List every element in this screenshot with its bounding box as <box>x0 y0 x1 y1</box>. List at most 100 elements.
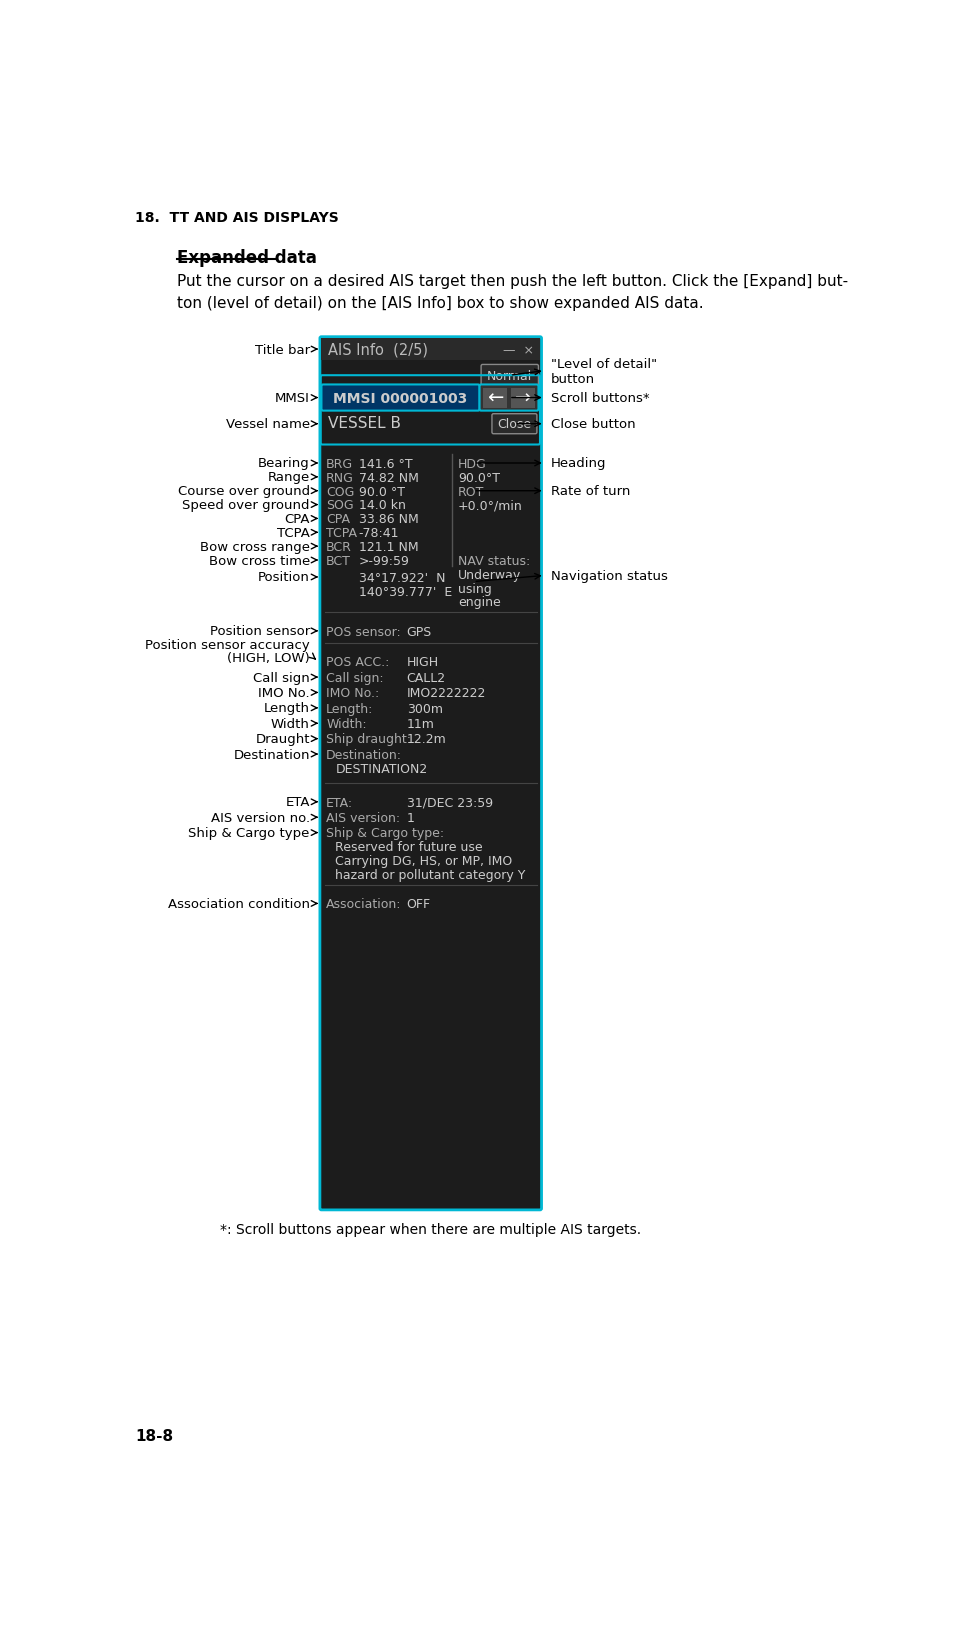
Text: COG: COG <box>326 485 355 498</box>
Text: Close button: Close button <box>551 418 636 431</box>
Text: Heading: Heading <box>551 457 607 470</box>
Text: 34°17.922'  N: 34°17.922' N <box>359 572 445 585</box>
Text: ETA: ETA <box>286 797 310 808</box>
Text: Put the cursor on a desired AIS target then push the left button. Click the [Exp: Put the cursor on a desired AIS target t… <box>177 274 849 311</box>
Text: RNG: RNG <box>326 472 354 485</box>
Text: IMO No.:: IMO No.: <box>326 687 379 700</box>
Text: Width:: Width: <box>326 718 366 731</box>
Text: —  ×: — × <box>503 343 534 356</box>
Text: Length: Length <box>263 701 310 715</box>
Text: MMSI: MMSI <box>275 392 310 405</box>
Text: 12.2m: 12.2m <box>406 733 446 746</box>
Text: Length:: Length: <box>326 701 373 715</box>
Text: Carrying DG, HS, or MP, IMO: Carrying DG, HS, or MP, IMO <box>335 854 512 867</box>
Text: AIS version no.: AIS version no. <box>211 811 310 824</box>
Text: >-99:59: >-99:59 <box>359 554 409 567</box>
Text: Call sign: Call sign <box>253 670 310 683</box>
Text: using: using <box>458 582 492 595</box>
Text: BCR: BCR <box>326 541 352 554</box>
FancyBboxPatch shape <box>510 388 536 408</box>
Text: 18.  TT AND AIS DISPLAYS: 18. TT AND AIS DISPLAYS <box>135 210 339 225</box>
Text: Destination:: Destination: <box>326 749 402 762</box>
Text: 74.82 NM: 74.82 NM <box>359 472 419 485</box>
Text: TCPA: TCPA <box>326 526 357 539</box>
Text: ETA:: ETA: <box>326 797 353 810</box>
Text: Association:: Association: <box>326 898 401 911</box>
Text: -78:41: -78:41 <box>359 526 399 539</box>
FancyBboxPatch shape <box>481 365 538 387</box>
Text: POS sensor:: POS sensor: <box>326 626 400 638</box>
Text: CPA: CPA <box>326 513 350 526</box>
Text: 31/DEC 23:59: 31/DEC 23:59 <box>406 797 493 810</box>
Text: POS ACC.:: POS ACC.: <box>326 656 390 669</box>
Text: MMSI 000001003: MMSI 000001003 <box>333 392 468 405</box>
Text: ROT: ROT <box>458 485 484 498</box>
Text: IMO2222222: IMO2222222 <box>406 687 486 700</box>
Text: GPS: GPS <box>406 626 432 638</box>
Text: Expanded data: Expanded data <box>177 249 317 267</box>
Text: TCPA: TCPA <box>277 526 310 539</box>
Text: *: Scroll buttons appear when there are multiple AIS targets.: *: Scroll buttons appear when there are … <box>221 1223 642 1236</box>
Text: VESSEL B: VESSEL B <box>328 416 400 431</box>
Text: Destination: Destination <box>233 747 310 760</box>
Text: Position sensor: Position sensor <box>210 624 310 638</box>
Text: Reserved for future use: Reserved for future use <box>335 841 483 854</box>
Text: AIS Info  (2/5): AIS Info (2/5) <box>328 343 428 357</box>
Text: IMO No.: IMO No. <box>259 687 310 700</box>
Text: (HIGH, LOW): (HIGH, LOW) <box>227 651 310 664</box>
Text: Range: Range <box>267 470 310 484</box>
Text: 18-8: 18-8 <box>135 1428 174 1444</box>
FancyBboxPatch shape <box>320 338 541 1210</box>
Text: DESTINATION2: DESTINATION2 <box>335 762 428 775</box>
Text: engine: engine <box>458 597 501 610</box>
Text: "Level of detail"
button: "Level of detail" button <box>551 357 657 385</box>
FancyBboxPatch shape <box>483 388 507 408</box>
Text: Ship & Cargo type:: Ship & Cargo type: <box>326 828 444 839</box>
Text: 90.0 °T: 90.0 °T <box>359 485 404 498</box>
Text: AIS version:: AIS version: <box>326 811 400 824</box>
Text: Position: Position <box>258 570 310 583</box>
Text: Draught: Draught <box>256 733 310 746</box>
Text: BRG: BRG <box>326 457 353 470</box>
Text: Bow cross range: Bow cross range <box>200 541 310 554</box>
FancyBboxPatch shape <box>479 385 538 411</box>
Text: Speed over ground: Speed over ground <box>183 498 310 511</box>
Text: OFF: OFF <box>406 898 431 911</box>
Text: Bow cross time: Bow cross time <box>209 554 310 567</box>
Text: CALL2: CALL2 <box>406 672 446 685</box>
Text: 1: 1 <box>406 811 415 824</box>
Text: Vessel name: Vessel name <box>226 418 310 431</box>
Text: Association condition: Association condition <box>168 898 310 910</box>
Text: Underway: Underway <box>458 569 521 582</box>
Text: Bearing: Bearing <box>259 457 310 470</box>
Text: +0.0°/min: +0.0°/min <box>458 500 523 511</box>
Text: Scroll buttons*: Scroll buttons* <box>551 392 649 405</box>
Text: Position sensor accuracy: Position sensor accuracy <box>145 639 310 652</box>
Text: 300m: 300m <box>406 701 442 715</box>
Text: NAV status:: NAV status: <box>458 554 530 567</box>
Text: 90.0°T: 90.0°T <box>458 472 500 485</box>
Text: 140°39.777'  E: 140°39.777' E <box>359 585 452 598</box>
Text: Ship draught:: Ship draught: <box>326 733 411 746</box>
Text: CPA: CPA <box>285 513 310 526</box>
Text: HDG: HDG <box>458 457 487 470</box>
Text: hazard or pollutant category Y: hazard or pollutant category Y <box>335 869 526 882</box>
Text: HIGH: HIGH <box>406 656 438 669</box>
Text: 14.0 kn: 14.0 kn <box>359 500 405 511</box>
Text: ←: ← <box>487 388 503 408</box>
Text: Course over ground: Course over ground <box>178 485 310 498</box>
FancyBboxPatch shape <box>322 339 540 361</box>
FancyBboxPatch shape <box>492 415 537 434</box>
Text: Ship & Cargo type: Ship & Cargo type <box>189 826 310 839</box>
FancyBboxPatch shape <box>322 385 479 411</box>
Text: 33.86 NM: 33.86 NM <box>359 513 418 526</box>
Text: →: → <box>515 388 531 408</box>
Text: BCT: BCT <box>326 554 351 567</box>
Text: Rate of turn: Rate of turn <box>551 485 630 498</box>
Text: 141.6 °T: 141.6 °T <box>359 457 412 470</box>
Text: Normal: Normal <box>487 369 533 382</box>
Text: Navigation status: Navigation status <box>551 570 668 582</box>
Text: SOG: SOG <box>326 500 354 511</box>
Text: Call sign:: Call sign: <box>326 672 384 685</box>
Text: 121.1 NM: 121.1 NM <box>359 541 418 554</box>
